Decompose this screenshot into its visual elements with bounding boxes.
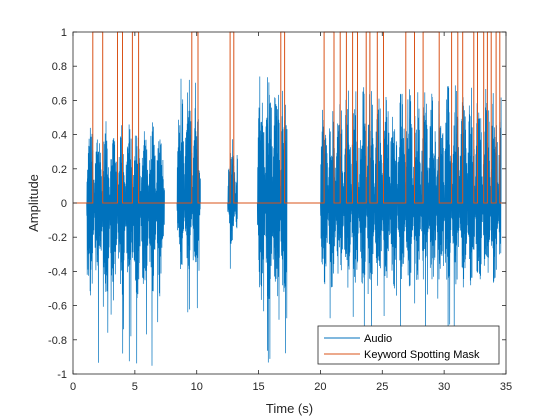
y-tick-label: -0.6 — [48, 301, 67, 313]
x-tick-label: 35 — [500, 381, 512, 393]
y-tick-label: -0.2 — [48, 232, 67, 244]
y-tick-label: 1 — [61, 27, 67, 39]
y-tick-label: 0 — [61, 198, 67, 210]
ticks-layer: 0 5 10 15 20 25 30 35 -1 -0.8 -0.6 -0.4 -0.2 0 0.2 0.4 0… — [48, 27, 512, 393]
y-tick-label: -0.4 — [48, 266, 67, 278]
series-mask-line — [73, 31, 506, 204]
y-tick-label: -1 — [57, 369, 67, 381]
x-tick-label: 30 — [438, 381, 450, 393]
x-tick-label: 10 — [191, 381, 203, 393]
x-tick-label: 0 — [70, 381, 76, 393]
y-axis-title: Amplitude — [26, 174, 41, 232]
x-tick-label: 20 — [314, 381, 326, 393]
y-tick-label: 0.8 — [52, 61, 67, 73]
y-tick-label: 0.2 — [52, 164, 67, 176]
y-tick-label: -0.8 — [48, 335, 67, 347]
series-audio-line — [73, 76, 506, 366]
legend: Audio Keyword Spotting Mask — [317, 325, 500, 365]
x-tick-label: 25 — [376, 381, 388, 393]
x-tick-label: 5 — [132, 381, 138, 393]
x-tick-label: 15 — [252, 381, 264, 393]
x-axis-title: Time (s) — [266, 401, 313, 416]
y-tick-label: 0.6 — [52, 95, 67, 107]
legend-box — [317, 325, 500, 365]
y-tick-label: 0.4 — [52, 130, 67, 142]
legend-label-audio: Audio — [364, 333, 392, 345]
legend-label-mask: Keyword Spotting Mask — [364, 349, 480, 361]
series-layer — [73, 31, 506, 366]
